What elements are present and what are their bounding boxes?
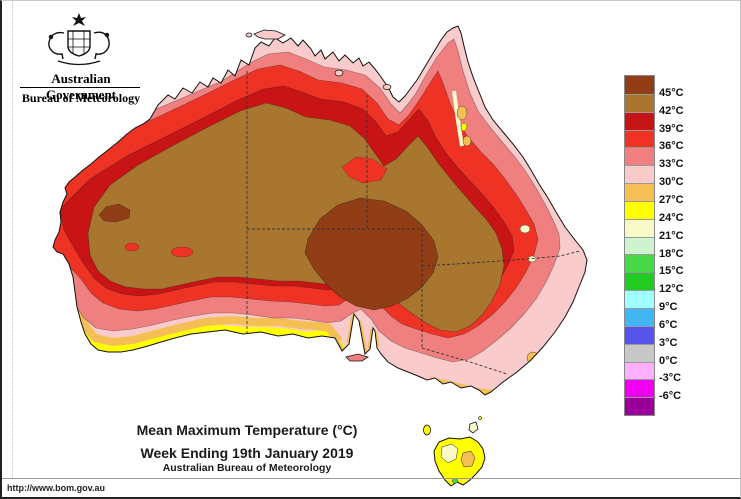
- legend-label: 24°C: [659, 211, 684, 224]
- legend-label: 21°C: [659, 229, 684, 242]
- map-title: Mean Maximum Temperature (°C): [136, 422, 358, 438]
- tasmania-band-27-30: [460, 450, 476, 468]
- legend-swatch: [625, 272, 654, 291]
- legend-swatch: [625, 200, 654, 219]
- legend-swatch: [625, 307, 654, 326]
- legend-label: 30°C: [659, 176, 684, 189]
- legend-label: 33°C: [659, 158, 684, 171]
- groote-eylandt: [334, 69, 344, 77]
- government-title: Australian Government: [45, 71, 117, 102]
- legend-label: 42°C: [659, 104, 684, 117]
- band-45-plus-central: [304, 197, 439, 311]
- band-27-30-south-coast: [66, 281, 343, 347]
- legend-label: 27°C: [659, 193, 684, 206]
- legend-swatch: [625, 254, 654, 273]
- islet: [478, 416, 482, 420]
- band-36-39-spot: [124, 242, 140, 252]
- legend-swatch: [625, 290, 654, 308]
- king-island: [423, 424, 431, 436]
- band-45-plus-west: [98, 203, 131, 223]
- legend-label: -6°C: [659, 390, 682, 403]
- legend-swatch: [625, 361, 654, 380]
- temperature-legend: [624, 75, 655, 417]
- kangaroo-island: [345, 353, 369, 362]
- band-24-27-spot-qld: [460, 122, 468, 132]
- legend-swatch: [625, 343, 654, 362]
- band-24-27-spot-alps: [534, 359, 542, 367]
- legend-label: 0°C: [659, 354, 678, 367]
- legend-swatch: [625, 325, 654, 344]
- legend-swatch: [625, 379, 654, 398]
- legend-label: 9°C: [659, 301, 678, 314]
- legend-label: 3°C: [659, 336, 678, 349]
- band-21-24-capeyork-strip: [452, 90, 464, 147]
- legend-label: 36°C: [659, 140, 684, 153]
- footer-divider: [2, 478, 740, 479]
- band-36-39-spot: [170, 246, 194, 258]
- legend-label: 12°C: [659, 283, 684, 296]
- band-27-30-spot-qld: [456, 105, 468, 121]
- mornington-island: [382, 84, 392, 90]
- legend-swatch: [625, 397, 654, 416]
- coat-of-arms-icon: [48, 13, 110, 66]
- tasmania-band-15-18-spot: [452, 478, 458, 484]
- legend-swatch: [625, 93, 654, 112]
- bom-url: http://www.bom.gov.au: [7, 483, 105, 493]
- map-subtitle-period: Week Ending 19th January 2019: [140, 445, 354, 461]
- legend-label: 45°C: [659, 86, 684, 99]
- header-divider: [20, 87, 140, 88]
- legend-label: 39°C: [659, 122, 684, 135]
- tasmania-band-21-24: [440, 443, 459, 464]
- legend-swatch: [625, 111, 654, 130]
- flinders-island: [468, 421, 479, 434]
- bathurst-island: [245, 32, 253, 38]
- band-21-24-spot-qld: [519, 224, 531, 234]
- band-27-30-spot-qld: [462, 135, 472, 147]
- bureau-title: Bureau of Meteorology: [21, 91, 141, 105]
- legend-swatch: [625, 236, 654, 255]
- legend-swatch: [625, 165, 654, 184]
- state-borders: [246, 71, 581, 375]
- legend-label: 15°C: [659, 265, 684, 278]
- map-attribution: Australian Bureau of Meteorology: [162, 462, 332, 474]
- legend-swatch: [625, 218, 654, 237]
- legend-swatch: [625, 147, 654, 166]
- band-36-39-tongue: [341, 156, 388, 184]
- legend-label: -3°C: [659, 372, 682, 385]
- legend-swatch: [625, 76, 654, 94]
- legend-label: 6°C: [659, 318, 678, 331]
- band-24-27-south-coast: [70, 295, 346, 355]
- legend-swatch: [625, 183, 654, 201]
- legend-label: 18°C: [659, 247, 684, 260]
- legend-swatch: [625, 129, 654, 148]
- melville-island: [253, 29, 286, 40]
- inner-frame-line: [12, 1, 13, 478]
- mainland-coastline: [52, 25, 588, 396]
